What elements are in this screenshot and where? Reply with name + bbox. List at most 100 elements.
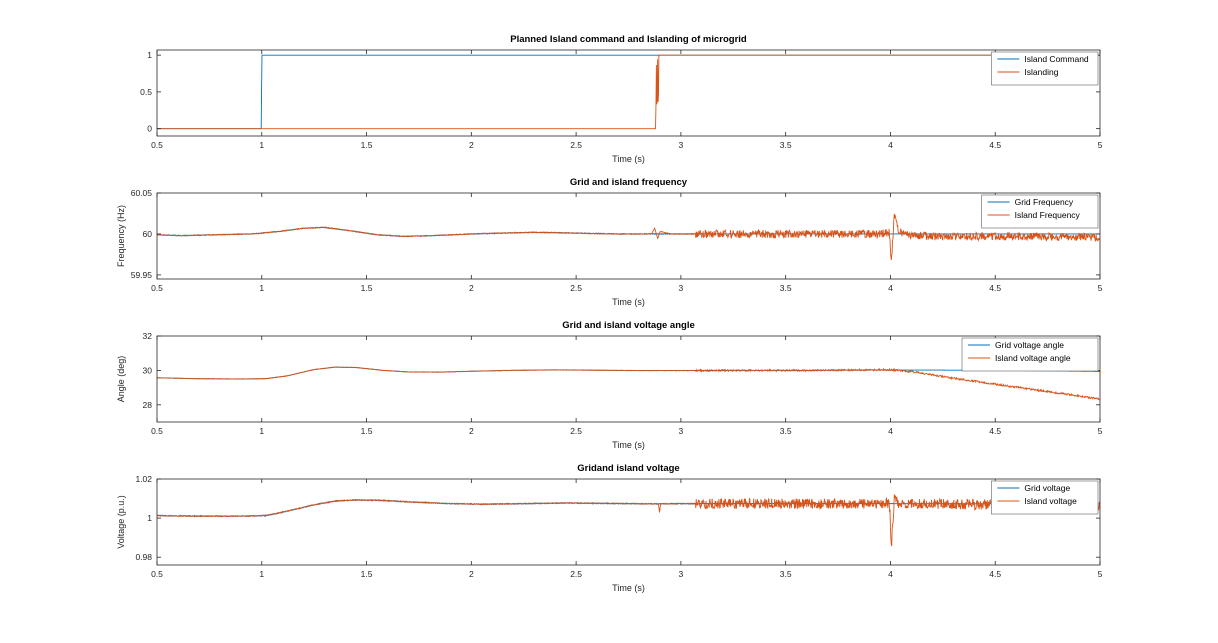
y-axis-label: Angle (deg) — [116, 356, 126, 403]
legend-label: Island voltage — [1024, 496, 1077, 506]
y-tick-label: 1 — [147, 50, 152, 60]
series-island-command — [157, 54, 1100, 130]
x-tick-label: 4 — [888, 426, 893, 436]
x-tick-label: 1.5 — [361, 140, 373, 150]
x-tick-label: 2 — [469, 426, 474, 436]
axes-box — [156, 335, 1101, 423]
x-tick-label: 2.5 — [570, 283, 582, 293]
legend-label: Island Frequency — [1015, 210, 1081, 220]
x-tick-label: 3.5 — [780, 426, 792, 436]
x-tick-label: 4.5 — [989, 283, 1001, 293]
series-island-voltage-angle — [157, 366, 1100, 401]
x-tick-label: 1 — [259, 569, 264, 579]
x-tick-label: 3 — [679, 283, 684, 293]
x-tick-label: 1 — [259, 140, 264, 150]
chart-title: Planned Island command and Islanding of … — [510, 34, 747, 45]
x-tick-label: 5 — [1098, 140, 1103, 150]
series-group — [157, 366, 1100, 401]
legend: Island Command Islanding — [991, 51, 1099, 86]
x-tick-label: 4.5 — [989, 140, 1001, 150]
chart-frequency: Grid and island frequency 0.5 1 1.5 2 2.5 3 3.5… — [0, 171, 1218, 314]
x-tick-label: 0.5 — [151, 283, 163, 293]
legend-box — [991, 51, 1099, 86]
x-axis-label: Time (s) — [612, 154, 645, 164]
series-island-voltage — [157, 494, 1100, 547]
legend-label: Island Command — [1024, 54, 1089, 64]
axes-box — [156, 478, 1101, 566]
y-tick-label: 1.02 — [135, 474, 152, 484]
y-axis-label: Frequency (Hz) — [116, 205, 126, 267]
y-tick-label: 32 — [143, 331, 153, 341]
x-tick-label: 5 — [1098, 569, 1103, 579]
series-islanding — [157, 54, 1100, 130]
y-tick-label: 30 — [143, 365, 153, 375]
x-tick-label: 4.5 — [989, 569, 1001, 579]
chart-title: Grid and island voltage angle — [562, 320, 695, 331]
x-tick-label: 2.5 — [570, 140, 582, 150]
legend-label: Islanding — [1024, 67, 1058, 77]
x-axis-label: Time (s) — [612, 297, 645, 307]
x-tick-label: 0.5 — [151, 140, 163, 150]
plot-svg-frequency: Grid and island frequency 0.5 1 1.5 2 2.5 3 3.5… — [116, 177, 1103, 307]
x-tick-label: 1.5 — [361, 283, 373, 293]
x-tick-label: 1 — [259, 283, 264, 293]
x-tick-label: 4 — [888, 283, 893, 293]
x-tick-label: 3.5 — [780, 569, 792, 579]
x-tick-label: 3.5 — [780, 140, 792, 150]
chart-title: Gridand island voltage — [577, 463, 679, 474]
x-tick-label: 4 — [888, 569, 893, 579]
legend-box — [981, 194, 1099, 229]
x-tick-label: 3 — [679, 140, 684, 150]
legend-label: Island voltage angle — [995, 353, 1071, 363]
x-tick-label: 3 — [679, 569, 684, 579]
plot-svg-voltage-angle: Grid and island voltage angle 0.5 1 1.5 2 2.5… — [116, 320, 1103, 450]
y-tick-label: 0 — [147, 124, 152, 134]
x-tick-label: 3.5 — [780, 283, 792, 293]
chart-title: Grid and island frequency — [570, 177, 688, 188]
x-tick-label: 4 — [888, 140, 893, 150]
y-tick-label: 60 — [143, 229, 153, 239]
x-tick-label: 0.5 — [151, 569, 163, 579]
legend: Grid Frequency Island Frequency — [981, 194, 1099, 229]
chart-voltage: Gridand island voltage 0.5 1 1.5 2 2.5 3 3.5 4 4.… — [0, 457, 1218, 600]
chart-island-command: Planned Island command and Islanding of … — [0, 28, 1218, 171]
y-tick-label: 28 — [143, 400, 153, 410]
legend-box — [991, 480, 1099, 515]
x-tick-label: 2 — [469, 140, 474, 150]
x-tick-label: 5 — [1098, 283, 1103, 293]
x-tick-label: 5 — [1098, 426, 1103, 436]
x-tick-label: 2 — [469, 569, 474, 579]
x-axis-label: Time (s) — [612, 583, 645, 593]
y-axis-label: Voltage (p.u.) — [116, 495, 126, 549]
axes-box — [156, 192, 1101, 280]
legend-label: Grid Frequency — [1015, 197, 1074, 207]
series-group — [157, 54, 1100, 130]
y-tick-label: 60.05 — [131, 188, 153, 198]
x-tick-label: 3 — [679, 426, 684, 436]
x-tick-label: 1.5 — [361, 426, 373, 436]
x-axis-label: Time (s) — [612, 440, 645, 450]
x-tick-label: 2.5 — [570, 569, 582, 579]
plot-svg-voltage: Gridand island voltage 0.5 1 1.5 2 2.5 3 3.5 4 4.… — [116, 463, 1103, 593]
x-tick-label: 4.5 — [989, 426, 1001, 436]
series-group — [157, 213, 1100, 261]
plot-svg-island-command: Planned Island command and Islanding of … — [140, 34, 1103, 164]
series-group — [157, 494, 1100, 547]
x-tick-label: 2 — [469, 283, 474, 293]
chart-voltage-angle: Grid and island voltage angle 0.5 1 1.5 2 2.5… — [0, 314, 1218, 457]
x-tick-label: 1 — [259, 426, 264, 436]
legend-label: Grid voltage — [1024, 483, 1070, 493]
legend-label: Grid voltage angle — [995, 340, 1064, 350]
legend: Grid voltage angle Island voltage angle — [961, 337, 1099, 372]
y-tick-label: 0.5 — [140, 87, 152, 97]
y-tick-label: 1 — [147, 513, 152, 523]
y-tick-label: 0.98 — [135, 552, 152, 562]
x-tick-label: 1.5 — [361, 569, 373, 579]
axes-box — [156, 49, 1101, 137]
legend-box — [961, 337, 1099, 372]
series-island-frequency — [157, 213, 1100, 261]
legend: Grid voltage Island voltage — [991, 480, 1099, 515]
x-tick-label: 0.5 — [151, 426, 163, 436]
x-tick-label: 2.5 — [570, 426, 582, 436]
